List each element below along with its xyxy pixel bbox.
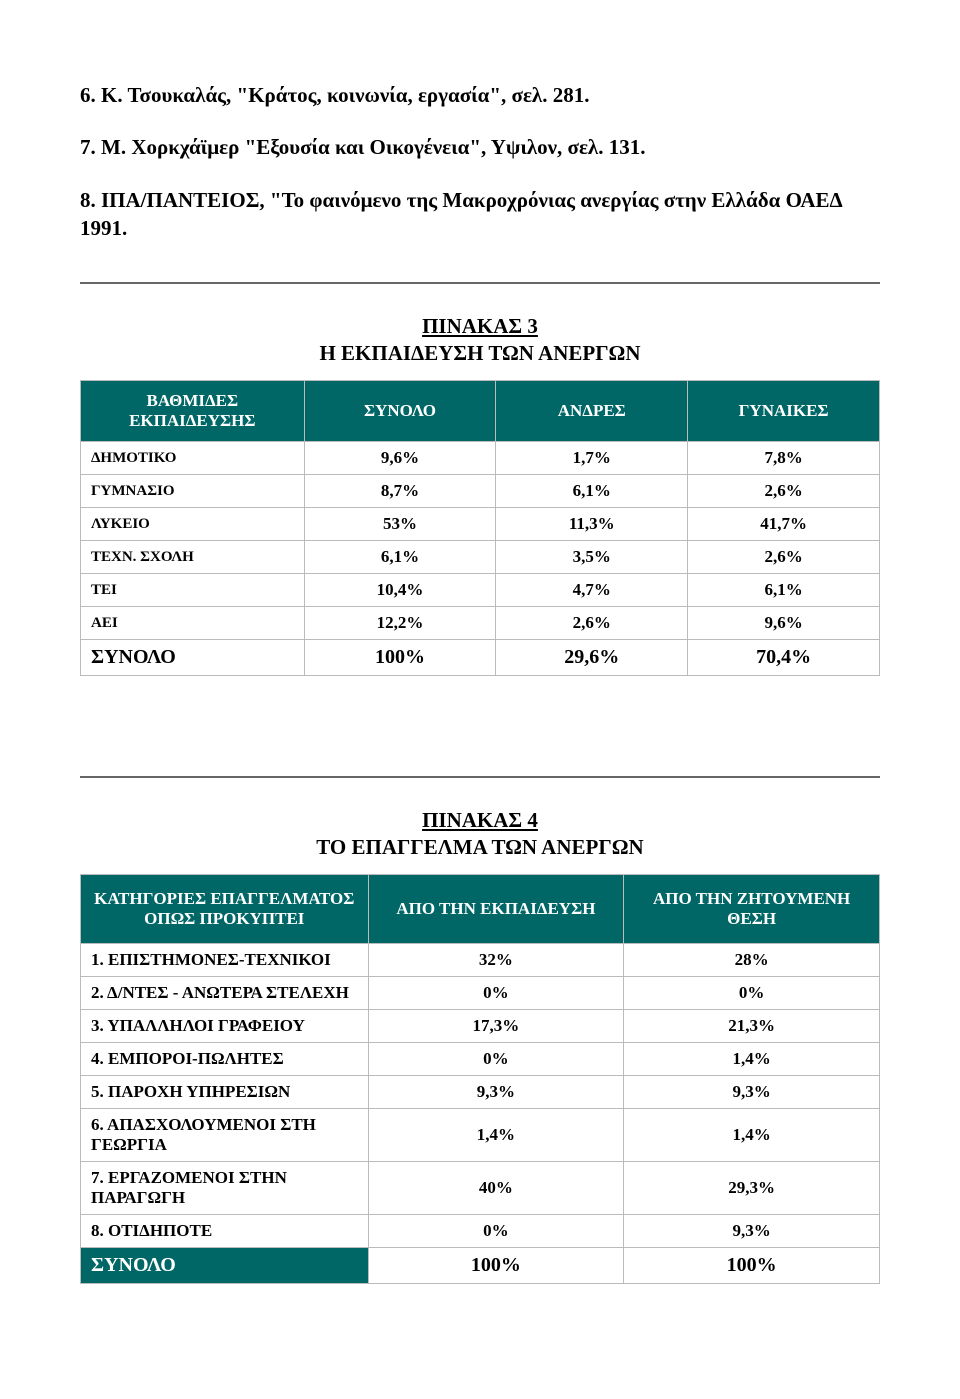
bibliography-item-8: 8. ΙΠΑ/ΠΑΝΤΕΙΟΣ, "Το φαινόμενο της Μακρο… bbox=[80, 186, 880, 243]
table-cell: 10,4% bbox=[305, 574, 496, 606]
table-row: 2. Δ/ΝΤΕΣ - ΑΝΩΤΕΡΑ ΣΤΕΛΕΧΗ 0% 0% bbox=[81, 977, 879, 1009]
table-row: 5. ΠΑΡΟΧΗ ΥΠΗΡΕΣΙΩΝ 9,3% 9,3% bbox=[81, 1076, 879, 1108]
table4-col2-header: ΑΠΟ ΤΗΝ ΖΗΤΟΥΜΕΝΗ ΘΕΣΗ bbox=[624, 875, 879, 943]
table4-r5-label: 6. ΑΠΑΣΧΟΛΟΥΜΕΝΟΙ ΣΤΗ ΓΕΩΡΓΙΑ bbox=[81, 1109, 368, 1161]
table-row: ΤΕΙ 10,4% 4,7% 6,1% bbox=[81, 574, 879, 606]
table3-total-row: ΣΥΝΟΛΟ 100% 29,6% 70,4% bbox=[81, 640, 879, 675]
table-cell: 100% bbox=[305, 640, 496, 675]
table3-total-label: ΣΥΝΟΛΟ bbox=[81, 640, 304, 675]
table-cell: 29,6% bbox=[496, 640, 687, 675]
table-cell: 12,2% bbox=[305, 607, 496, 639]
bibliography-item-6: 6. Κ. Τσουκαλάς, "Κράτος, κοινωνία, εργα… bbox=[80, 81, 880, 109]
table3-r1-label: ΓΥΜΝΑΣΙΟ bbox=[81, 475, 304, 507]
table3-r5-label: ΑΕΙ bbox=[81, 607, 304, 639]
table-cell: 6,1% bbox=[496, 475, 687, 507]
table3-col2-header: ΑΝΔΡΕΣ bbox=[496, 381, 687, 441]
table-cell: 29,3% bbox=[624, 1162, 879, 1214]
bibliography-item-7: 7. Μ. Χορκχάϊμερ "Εξουσία και Οικογένεια… bbox=[80, 133, 880, 161]
table-cell: 9,6% bbox=[688, 607, 879, 639]
table-cell: 1,4% bbox=[624, 1043, 879, 1075]
table-cell: 9,3% bbox=[369, 1076, 624, 1108]
table4-r2-label: 3. ΥΠΑΛΛΗΛΟΙ ΓΡΑΦΕΙΟΥ bbox=[81, 1010, 368, 1042]
table-cell: 1,4% bbox=[369, 1109, 624, 1161]
table4-r7-label: 8. ΟΤΙΔΗΠΟΤΕ bbox=[81, 1215, 368, 1247]
table4: ΚΑΤΗΓΟΡΙΕΣ ΕΠΑΓΓΕΛΜΑΤΟΣ ΟΠΩΣ ΠΡΟΚΥΠΤΕΙ Α… bbox=[80, 874, 880, 1284]
table4-title: ΠΙΝΑΚΑΣ 4 bbox=[80, 808, 880, 833]
table3: ΒΑΘΜΙΔΕΣ ΕΚΠΑΙΔΕΥΣΗΣ ΣΥΝΟΛΟ ΑΝΔΡΕΣ ΓΥΝΑΙ… bbox=[80, 380, 880, 676]
table-cell: 9,3% bbox=[624, 1215, 879, 1247]
table-cell: 100% bbox=[624, 1248, 879, 1283]
table-row: 4. ΕΜΠΟΡΟΙ-ΠΩΛΗΤΕΣ 0% 1,4% bbox=[81, 1043, 879, 1075]
table4-subtitle: ΤΟ ΕΠΑΓΓΕΛΜΑ ΤΩΝ ΑΝΕΡΓΩΝ bbox=[80, 835, 880, 860]
table3-col1-header: ΣΥΝΟΛΟ bbox=[305, 381, 496, 441]
table4-col1-header: ΑΠΟ ΤΗΝ ΕΚΠΑΙΔΕΥΣΗ bbox=[369, 875, 624, 943]
table4-total-label: ΣΥΝΟΛΟ bbox=[81, 1248, 368, 1283]
table-cell: 0% bbox=[369, 1215, 624, 1247]
table-cell: 0% bbox=[369, 977, 624, 1009]
table3-r2-label: ΛΥΚΕΙΟ bbox=[81, 508, 304, 540]
table-row: 3. ΥΠΑΛΛΗΛΟΙ ΓΡΑΦΕΙΟΥ 17,3% 21,3% bbox=[81, 1010, 879, 1042]
table4-r3-label: 4. ΕΜΠΟΡΟΙ-ΠΩΛΗΤΕΣ bbox=[81, 1043, 368, 1075]
table-cell: 21,3% bbox=[624, 1010, 879, 1042]
table3-r3-label: ΤΕΧΝ. ΣΧΟΛΗ bbox=[81, 541, 304, 573]
table-cell: 100% bbox=[369, 1248, 624, 1283]
table-cell: 41,7% bbox=[688, 508, 879, 540]
table-cell: 6,1% bbox=[688, 574, 879, 606]
table-cell: 1,4% bbox=[624, 1109, 879, 1161]
table-cell: 0% bbox=[624, 977, 879, 1009]
table-cell: 2,6% bbox=[688, 475, 879, 507]
table-cell: 9,6% bbox=[305, 442, 496, 474]
section-divider bbox=[80, 282, 880, 284]
table3-r4-label: ΤΕΙ bbox=[81, 574, 304, 606]
table4-r1-label: 2. Δ/ΝΤΕΣ - ΑΝΩΤΕΡΑ ΣΤΕΛΕΧΗ bbox=[81, 977, 368, 1009]
table-cell: 7,8% bbox=[688, 442, 879, 474]
table4-r4-label: 5. ΠΑΡΟΧΗ ΥΠΗΡΕΣΙΩΝ bbox=[81, 1076, 368, 1108]
table-cell: 1,7% bbox=[496, 442, 687, 474]
table-row: ΤΕΧΝ. ΣΧΟΛΗ 6,1% 3,5% 2,6% bbox=[81, 541, 879, 573]
table3-subtitle: Η ΕΚΠΑΙΔΕΥΣΗ ΤΩΝ ΑΝΕΡΓΩΝ bbox=[80, 341, 880, 366]
table4-header-row: ΚΑΤΗΓΟΡΙΕΣ ΕΠΑΓΓΕΛΜΑΤΟΣ ΟΠΩΣ ΠΡΟΚΥΠΤΕΙ Α… bbox=[81, 875, 879, 943]
table-cell: 2,6% bbox=[496, 607, 687, 639]
table4-r6-label: 7. ΕΡΓΑΖΟΜΕΝΟΙ ΣΤΗΝ ΠΑΡΑΓΩΓΗ bbox=[81, 1162, 368, 1214]
table-cell: 9,3% bbox=[624, 1076, 879, 1108]
table3-col3-header: ΓΥΝΑΙΚΕΣ bbox=[688, 381, 879, 441]
table-cell: 40% bbox=[369, 1162, 624, 1214]
table-cell: 11,3% bbox=[496, 508, 687, 540]
document-page: 6. Κ. Τσουκαλάς, "Κράτος, κοινωνία, εργα… bbox=[0, 0, 960, 1324]
table3-header-row: ΒΑΘΜΙΔΕΣ ΕΚΠΑΙΔΕΥΣΗΣ ΣΥΝΟΛΟ ΑΝΔΡΕΣ ΓΥΝΑΙ… bbox=[81, 381, 879, 441]
table3-title: ΠΙΝΑΚΑΣ 3 bbox=[80, 314, 880, 339]
table-cell: 53% bbox=[305, 508, 496, 540]
table-cell: 17,3% bbox=[369, 1010, 624, 1042]
table-cell: 8,7% bbox=[305, 475, 496, 507]
table-row: ΛΥΚΕΙΟ 53% 11,3% 41,7% bbox=[81, 508, 879, 540]
table-cell: 0% bbox=[369, 1043, 624, 1075]
table4-r0-label: 1. ΕΠΙΣΤΗΜΟΝΕΣ-ΤΕΧΝΙΚΟΙ bbox=[81, 944, 368, 976]
table-cell: 70,4% bbox=[688, 640, 879, 675]
table-cell: 4,7% bbox=[496, 574, 687, 606]
table-row: 7. ΕΡΓΑΖΟΜΕΝΟΙ ΣΤΗΝ ΠΑΡΑΓΩΓΗ 40% 29,3% bbox=[81, 1162, 879, 1214]
table-cell: 28% bbox=[624, 944, 879, 976]
table3-r0-label: ΔΗΜΟΤΙΚΟ bbox=[81, 442, 304, 474]
table3-col0-header: ΒΑΘΜΙΔΕΣ ΕΚΠΑΙΔΕΥΣΗΣ bbox=[81, 381, 304, 441]
section-divider-2 bbox=[80, 776, 880, 778]
table-row: ΑΕΙ 12,2% 2,6% 9,6% bbox=[81, 607, 879, 639]
table-cell: 3,5% bbox=[496, 541, 687, 573]
table-row: ΔΗΜΟΤΙΚΟ 9,6% 1,7% 7,8% bbox=[81, 442, 879, 474]
table-row: 1. ΕΠΙΣΤΗΜΟΝΕΣ-ΤΕΧΝΙΚΟΙ 32% 28% bbox=[81, 944, 879, 976]
table-row: 8. ΟΤΙΔΗΠΟΤΕ 0% 9,3% bbox=[81, 1215, 879, 1247]
table-cell: 2,6% bbox=[688, 541, 879, 573]
table4-total-row: ΣΥΝΟΛΟ 100% 100% bbox=[81, 1248, 879, 1283]
table-row: ΓΥΜΝΑΣΙΟ 8,7% 6,1% 2,6% bbox=[81, 475, 879, 507]
table-cell: 32% bbox=[369, 944, 624, 976]
table4-col0-header: ΚΑΤΗΓΟΡΙΕΣ ΕΠΑΓΓΕΛΜΑΤΟΣ ΟΠΩΣ ΠΡΟΚΥΠΤΕΙ bbox=[81, 875, 368, 943]
table-row: 6. ΑΠΑΣΧΟΛΟΥΜΕΝΟΙ ΣΤΗ ΓΕΩΡΓΙΑ 1,4% 1,4% bbox=[81, 1109, 879, 1161]
table-cell: 6,1% bbox=[305, 541, 496, 573]
